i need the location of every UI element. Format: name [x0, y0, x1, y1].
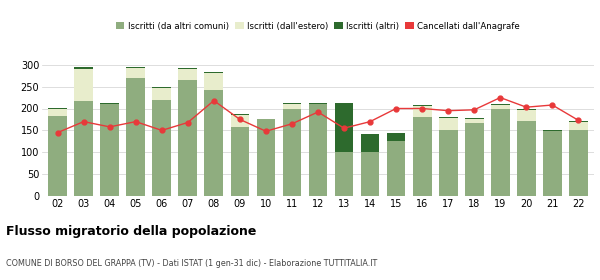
Bar: [439, 118, 458, 130]
Bar: [205, 90, 223, 196]
Bar: [257, 120, 275, 196]
Bar: [361, 152, 379, 196]
Text: Flusso migratorio della popolazione: Flusso migratorio della popolazione: [6, 225, 256, 238]
Bar: [308, 103, 328, 104]
Bar: [127, 78, 145, 196]
Bar: [569, 121, 588, 122]
Bar: [439, 130, 458, 196]
Bar: [127, 67, 145, 68]
Bar: [283, 109, 301, 196]
Bar: [413, 106, 431, 117]
Bar: [543, 131, 562, 196]
Bar: [48, 116, 67, 196]
Bar: [178, 69, 197, 80]
Bar: [491, 104, 509, 105]
Bar: [491, 109, 509, 196]
Bar: [569, 122, 588, 129]
Bar: [230, 115, 249, 127]
Legend: Iscritti (da altri comuni), Iscritti (dall'estero), Iscritti (altri), Cancellati: Iscritti (da altri comuni), Iscritti (da…: [112, 18, 524, 34]
Bar: [517, 121, 536, 196]
Bar: [543, 130, 562, 131]
Bar: [100, 103, 119, 104]
Bar: [413, 117, 431, 196]
Bar: [127, 68, 145, 78]
Bar: [230, 127, 249, 196]
Bar: [205, 72, 223, 73]
Bar: [205, 73, 223, 90]
Text: COMUNE DI BORSO DEL GRAPPA (TV) - Dati ISTAT (1 gen-31 dic) - Elaborazione TUTTI: COMUNE DI BORSO DEL GRAPPA (TV) - Dati I…: [6, 259, 377, 268]
Bar: [361, 134, 379, 152]
Bar: [152, 87, 171, 100]
Bar: [74, 67, 93, 69]
Bar: [387, 134, 406, 141]
Bar: [178, 80, 197, 196]
Bar: [517, 109, 536, 110]
Bar: [178, 68, 197, 69]
Bar: [439, 117, 458, 118]
Bar: [387, 141, 406, 196]
Bar: [283, 103, 301, 104]
Bar: [257, 118, 275, 120]
Bar: [465, 118, 484, 119]
Bar: [74, 69, 93, 101]
Bar: [48, 108, 67, 109]
Bar: [100, 104, 119, 196]
Bar: [230, 114, 249, 115]
Bar: [335, 103, 353, 152]
Bar: [569, 129, 588, 196]
Bar: [74, 101, 93, 196]
Bar: [48, 109, 67, 116]
Bar: [517, 110, 536, 121]
Bar: [465, 123, 484, 196]
Bar: [491, 105, 509, 109]
Bar: [283, 104, 301, 109]
Bar: [335, 152, 353, 196]
Bar: [413, 105, 431, 106]
Bar: [465, 119, 484, 123]
Bar: [308, 104, 328, 196]
Bar: [152, 100, 171, 196]
